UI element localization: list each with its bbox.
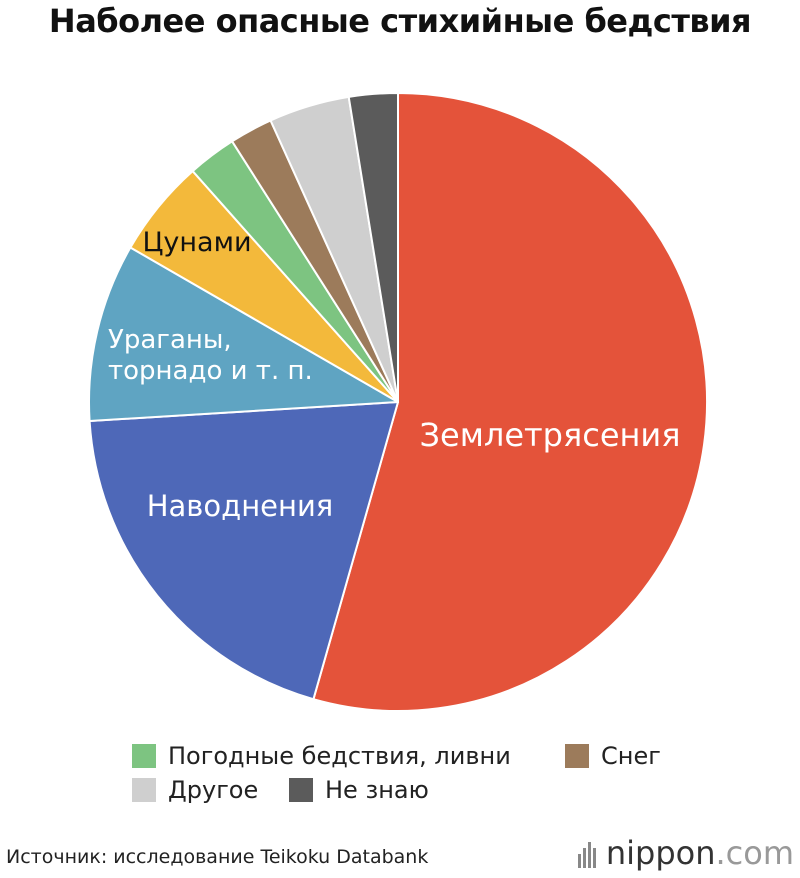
legend-label-other: Другое: [168, 776, 259, 804]
legend-item-weather: Погодные бедствия, ливни: [132, 742, 511, 770]
legend-item-dont-know: Не знаю: [289, 776, 429, 804]
pie-slice: [312, 92, 708, 712]
legend-label-weather: Погодные бедствия, ливни: [168, 742, 511, 770]
brand-logo: nippon .com: [577, 834, 794, 872]
slice-label: Ураганы, торнадо и т. п.: [108, 325, 313, 386]
brand-suffix: .com: [715, 834, 794, 872]
brand-bars-icon: [577, 838, 598, 868]
legend-swatch-weather: [132, 744, 156, 768]
slice-label: Землетрясения: [420, 416, 681, 454]
source-note: Источник: исследование Teikoku Databank: [6, 846, 429, 868]
brand-name: nippon: [605, 834, 716, 872]
legend-swatch-other: [132, 778, 156, 802]
pie-slice: [88, 401, 399, 701]
legend-item-snow: Снег: [565, 742, 661, 770]
pie-slice: [88, 246, 399, 423]
slice-label: Наводнения: [147, 489, 334, 523]
chart-title: Наболее опасные стихийные бедствия: [48, 2, 752, 40]
legend-swatch-snow: [565, 744, 589, 768]
legend-item-other: Другое: [132, 776, 258, 804]
slice-label: Цунами: [142, 227, 251, 258]
pie-slice: [347, 91, 399, 403]
legend-label-dont-know: Не знаю: [325, 776, 429, 804]
legend-label-snow: Снег: [601, 742, 661, 770]
legend-swatch-dont-know: [289, 778, 313, 802]
